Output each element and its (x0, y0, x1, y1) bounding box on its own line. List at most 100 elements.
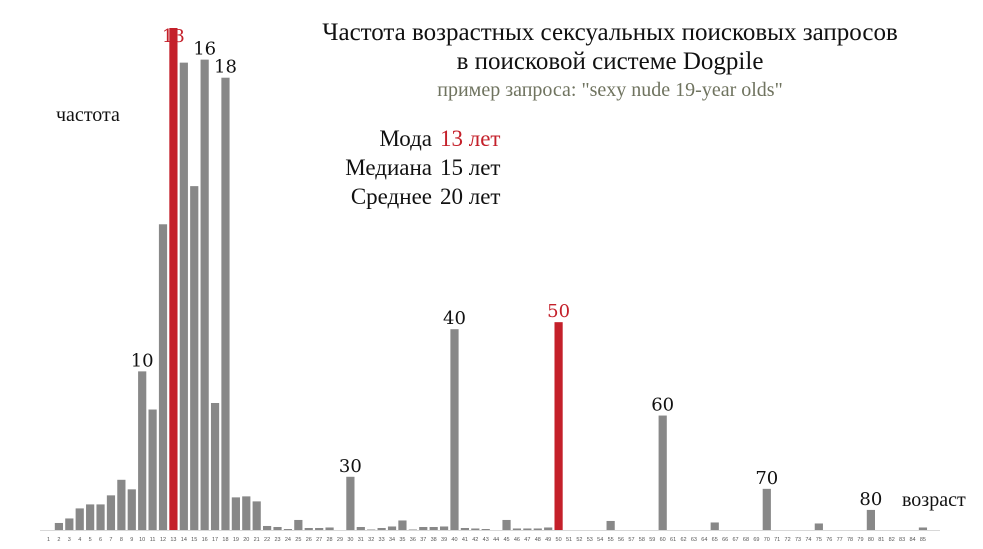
bar-age-85 (918, 527, 928, 530)
x-tick-label-81: 81 (878, 537, 884, 543)
x-tick-label-8: 8 (120, 537, 123, 543)
x-tick-label-69: 69 (753, 537, 759, 543)
x-tick-label-74: 74 (805, 537, 811, 543)
x-tick-label-49: 49 (545, 537, 551, 543)
data-label-60: 60 (651, 395, 674, 416)
stat-mode-value: 13 лет (440, 126, 501, 151)
bar-age-24 (283, 529, 293, 530)
x-tick-label-36: 36 (410, 537, 416, 543)
x-tick-label-75: 75 (816, 537, 822, 543)
stat-median-value: 15 лет (440, 155, 501, 180)
bar-age-75 (814, 523, 823, 530)
bar-age-48 (533, 528, 542, 530)
stat-mode-label: Мода (379, 126, 432, 151)
bar-age-38 (429, 526, 438, 530)
x-tick-label-20: 20 (243, 537, 249, 543)
x-tick-label-35: 35 (399, 537, 405, 543)
bar-age-5 (86, 504, 95, 530)
x-tick-label-45: 45 (503, 537, 509, 543)
x-tick-label-79: 79 (857, 537, 863, 543)
x-tick-label-72: 72 (785, 537, 791, 543)
bar-age-11 (148, 409, 157, 530)
x-tick-label-70: 70 (764, 537, 770, 543)
x-tick-label-29: 29 (337, 537, 343, 543)
bar-age-20 (242, 496, 251, 530)
x-tick-label-78: 78 (847, 537, 853, 543)
title-block: Частота возрастных сексуальных поисковых… (270, 18, 950, 104)
bar-age-43 (481, 529, 490, 530)
stats-box: Мода 13 лет Медиана 15 лет Среднее 20 ле… (340, 124, 501, 211)
bar-age-60 (658, 415, 667, 530)
x-tick-label-18: 18 (222, 537, 228, 543)
x-tick-label-32: 32 (368, 537, 374, 543)
x-tick-label-33: 33 (379, 537, 385, 543)
x-tick-label-6: 6 (99, 537, 102, 543)
stat-mean-value: 20 лет (440, 184, 501, 209)
x-tick-label-83: 83 (899, 537, 905, 543)
bar-age-80 (866, 509, 875, 530)
bar-age-10 (138, 371, 147, 530)
x-tick-label-28: 28 (327, 537, 333, 543)
x-tick-label-38: 38 (431, 537, 437, 543)
bar-age-6 (96, 504, 105, 530)
bar-age-41 (460, 527, 469, 530)
bar-age-12 (158, 224, 168, 530)
x-tick-label-66: 66 (722, 537, 728, 543)
chart-title-line-2: в поисковой системе Dogpile (456, 48, 764, 75)
x-tick-label-23: 23 (274, 537, 280, 543)
x-tick-label-68: 68 (743, 537, 749, 543)
x-tick-label-4: 4 (78, 537, 81, 543)
bar-age-21 (252, 501, 261, 530)
x-tick-label-1: 1 (47, 537, 50, 543)
bar-age-19 (231, 497, 240, 530)
x-tick-label-5: 5 (89, 537, 92, 543)
data-label-18: 18 (214, 57, 237, 78)
x-tick-label-7: 7 (109, 537, 112, 543)
x-tick-label-47: 47 (524, 537, 530, 543)
x-tick-label-41: 41 (462, 537, 468, 543)
bar-age-27 (315, 527, 324, 530)
bar-age-46 (512, 528, 522, 530)
x-tick-label-39: 39 (441, 537, 447, 543)
bar-age-31 (356, 526, 365, 530)
bar-age-34 (387, 526, 397, 530)
x-tick-label-15: 15 (191, 537, 197, 543)
x-tick-label-37: 37 (420, 537, 426, 543)
bar-age-35 (398, 520, 407, 530)
stat-mean-label: Среднее (350, 184, 432, 209)
x-tick-label-57: 57 (628, 537, 634, 543)
x-tick-label-71: 71 (774, 537, 780, 543)
bar-age-13 (169, 28, 178, 530)
x-tick-label-82: 82 (889, 537, 895, 543)
x-tick-label-17: 17 (212, 537, 218, 543)
stat-median-label: Медиана (345, 155, 432, 180)
x-tick-label-64: 64 (701, 537, 707, 543)
bar-age-14 (179, 62, 188, 530)
bar-age-39 (439, 526, 449, 530)
x-tick-label-22: 22 (264, 537, 270, 543)
x-tick-label-3: 3 (68, 537, 71, 543)
x-tick-label-63: 63 (691, 537, 697, 543)
x-tick-label-13: 13 (170, 537, 176, 543)
x-tick-label-42: 42 (472, 537, 478, 543)
x-tick-label-43: 43 (483, 537, 489, 543)
x-tick-label-27: 27 (316, 537, 322, 543)
bar-age-15 (190, 186, 199, 530)
x-tick-label-50: 50 (556, 537, 562, 543)
x-tick-label-26: 26 (306, 537, 312, 543)
bar-age-7 (106, 495, 116, 530)
x-tick-label-24: 24 (285, 537, 291, 543)
x-tick-label-61: 61 (670, 537, 676, 543)
bar-age-16 (200, 59, 209, 530)
bar-age-26 (304, 527, 313, 530)
bar-age-22 (263, 525, 272, 530)
bar-age-30 (346, 476, 355, 530)
x-tick-label-65: 65 (712, 537, 718, 543)
x-tick-label-16: 16 (202, 537, 208, 543)
x-tick-labels: 1 2 3 4 5 6 7 8 9 10 11 12 13 14 15 16 17 18 19 20 21 22 23 24 2… (47, 537, 926, 543)
bar-age-25 (294, 519, 303, 530)
x-tick-label-11: 11 (150, 537, 156, 543)
bar-age-70 (762, 488, 771, 530)
bar-age-45 (502, 519, 511, 530)
x-tick-label-80: 80 (868, 537, 874, 543)
